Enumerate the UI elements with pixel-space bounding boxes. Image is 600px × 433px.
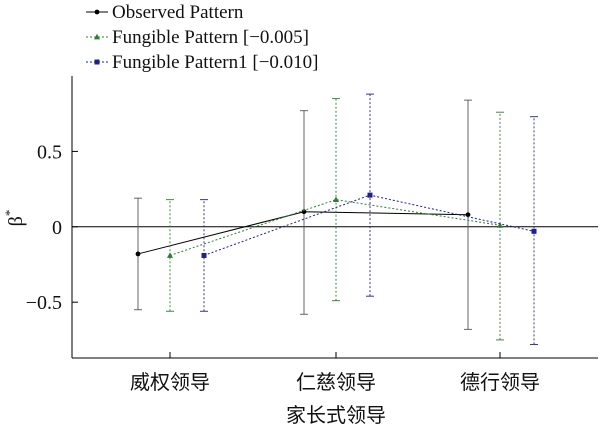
legend-item-2: Fungible Pattern [−0.005] [86, 27, 309, 48]
x-axis-label: 家长式领导 [286, 404, 386, 427]
series-line [169, 199, 501, 256]
y-axis: −0.5 0 0.5 [26, 141, 78, 314]
legend-marker [94, 33, 100, 40]
legend-item-1: Observed Pattern [86, 2, 244, 23]
data-point [367, 192, 373, 198]
data-point [531, 228, 537, 234]
y-tick-label: 0.5 [37, 141, 62, 163]
x-tick-label: 仁慈领导 [296, 371, 376, 394]
legend-label: Observed Pattern [112, 2, 244, 23]
legend-item-3: Fungible Pattern1 [−0.010] [86, 52, 319, 73]
x-axis: 威权领导 仁慈领导 德行领导 [130, 352, 540, 394]
legend-label: Fungible Pattern [−0.005] [112, 27, 309, 48]
data-point [333, 196, 339, 203]
y-tick-label: 0 [52, 217, 62, 239]
x-tick-label: 威权领导 [130, 371, 210, 394]
data-point [167, 252, 173, 258]
series-layer [134, 93, 538, 345]
series-3 [200, 93, 538, 345]
series-1 [134, 99, 472, 330]
series-line [137, 211, 469, 255]
data-point [201, 252, 207, 258]
y-axis-label: β* [2, 210, 27, 227]
legend-label: Fungible Pattern1 [−0.010] [112, 52, 319, 73]
series-2 [166, 98, 504, 341]
y-tick-label: −0.5 [26, 292, 62, 314]
series-line [203, 194, 535, 256]
legend: Observed Pattern Fungible Pattern [−0.005… [86, 2, 319, 73]
data-point [135, 251, 141, 257]
legend-marker [94, 59, 100, 65]
legend-marker [94, 9, 100, 15]
data-point [497, 222, 503, 228]
x-tick-label: 德行领导 [460, 371, 540, 394]
data-point [465, 212, 471, 218]
plot-frame [71, 76, 598, 359]
